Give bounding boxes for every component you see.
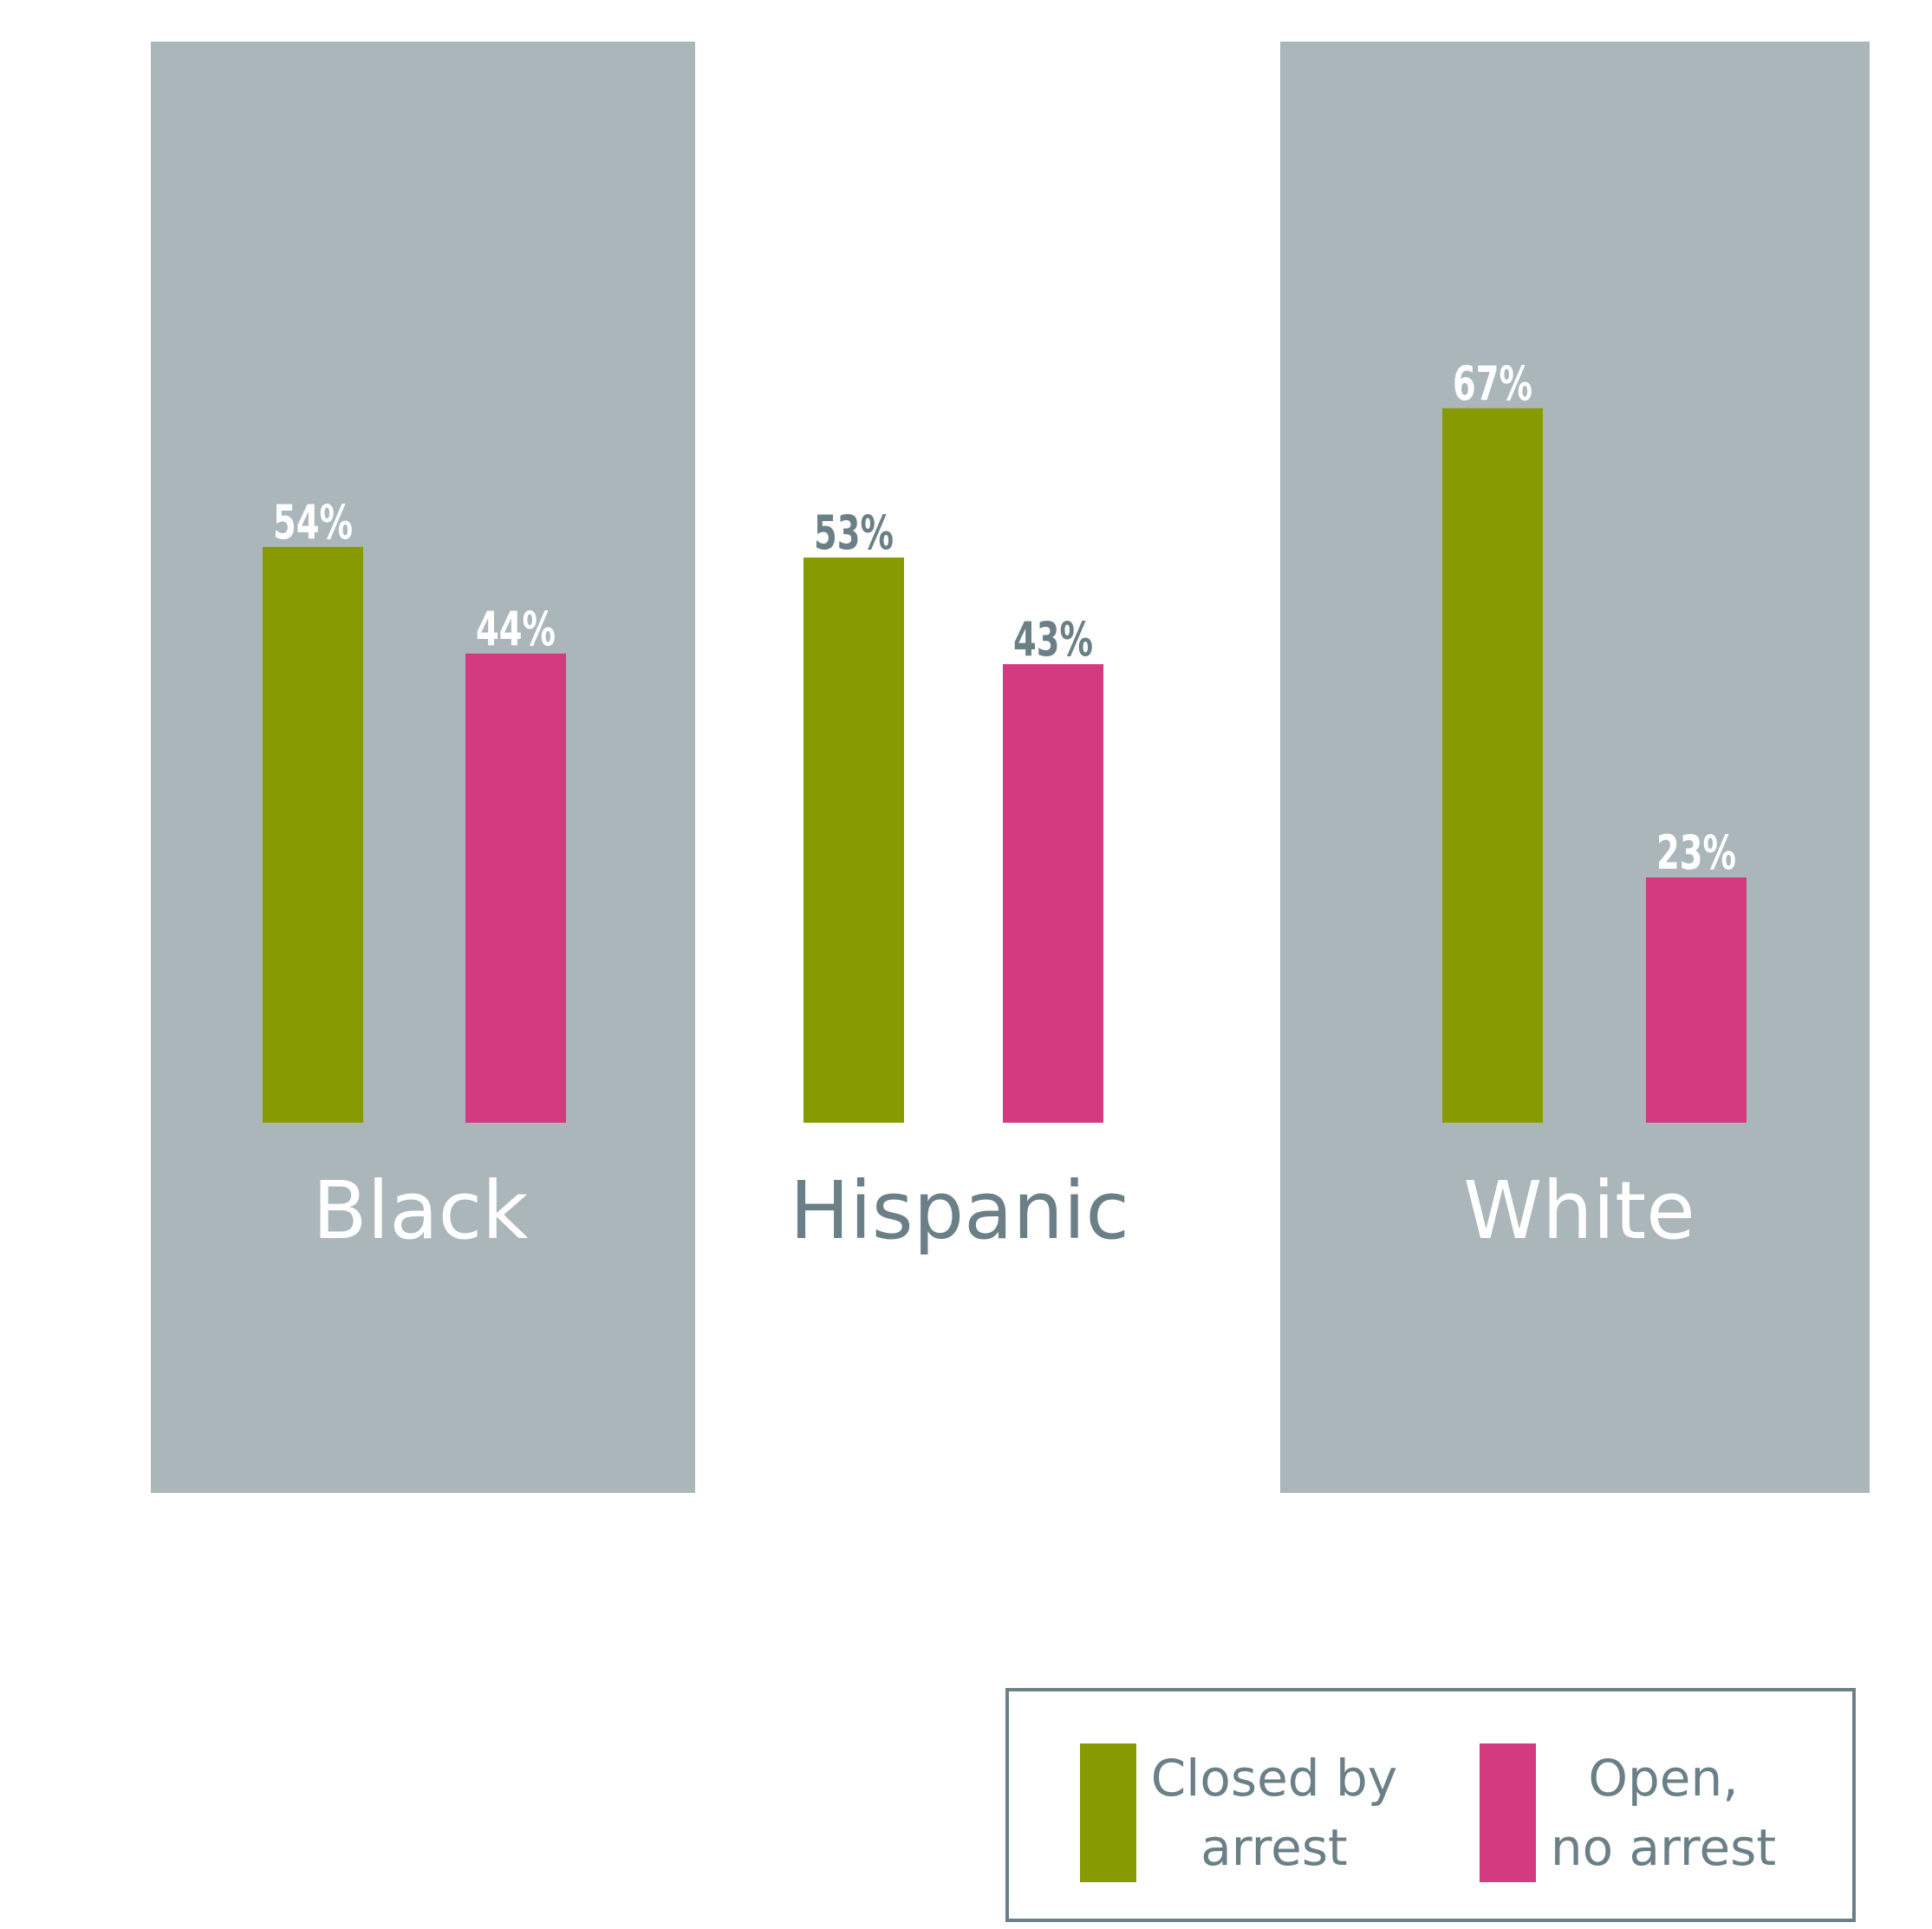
bar-hispanic-open (1003, 664, 1103, 1123)
data-label-black-open: 44% (476, 602, 556, 656)
data-label-black-closed: 54% (273, 495, 353, 550)
data-label-hispanic-open: 43% (1013, 612, 1093, 667)
bar-black-open (465, 653, 566, 1123)
bar-white-open (1646, 877, 1747, 1123)
bar-hispanic-closed (803, 557, 904, 1123)
data-label-white-closed: 67% (1453, 356, 1532, 411)
legend: Closed by arrest Open, no arrest (1005, 1688, 1856, 1922)
data-label-hispanic-closed: 53% (814, 505, 894, 560)
legend-swatch-open (1480, 1743, 1536, 1882)
highlight-panel-white (1280, 42, 1870, 1493)
category-label-hispanic: Hispanic (790, 1164, 1129, 1257)
bar-black-closed (263, 546, 363, 1123)
category-label-white: White (1463, 1164, 1695, 1257)
highlight-panel-black (151, 42, 695, 1493)
bar-white-closed (1442, 407, 1543, 1123)
legend-label-closed: Closed by arrest (1150, 1749, 1398, 1877)
legend-label-open: Open, no arrest (1550, 1749, 1777, 1877)
legend-swatch-closed (1080, 1743, 1136, 1882)
data-label-white-open: 23% (1656, 825, 1736, 880)
category-label-black: Black (313, 1164, 530, 1257)
